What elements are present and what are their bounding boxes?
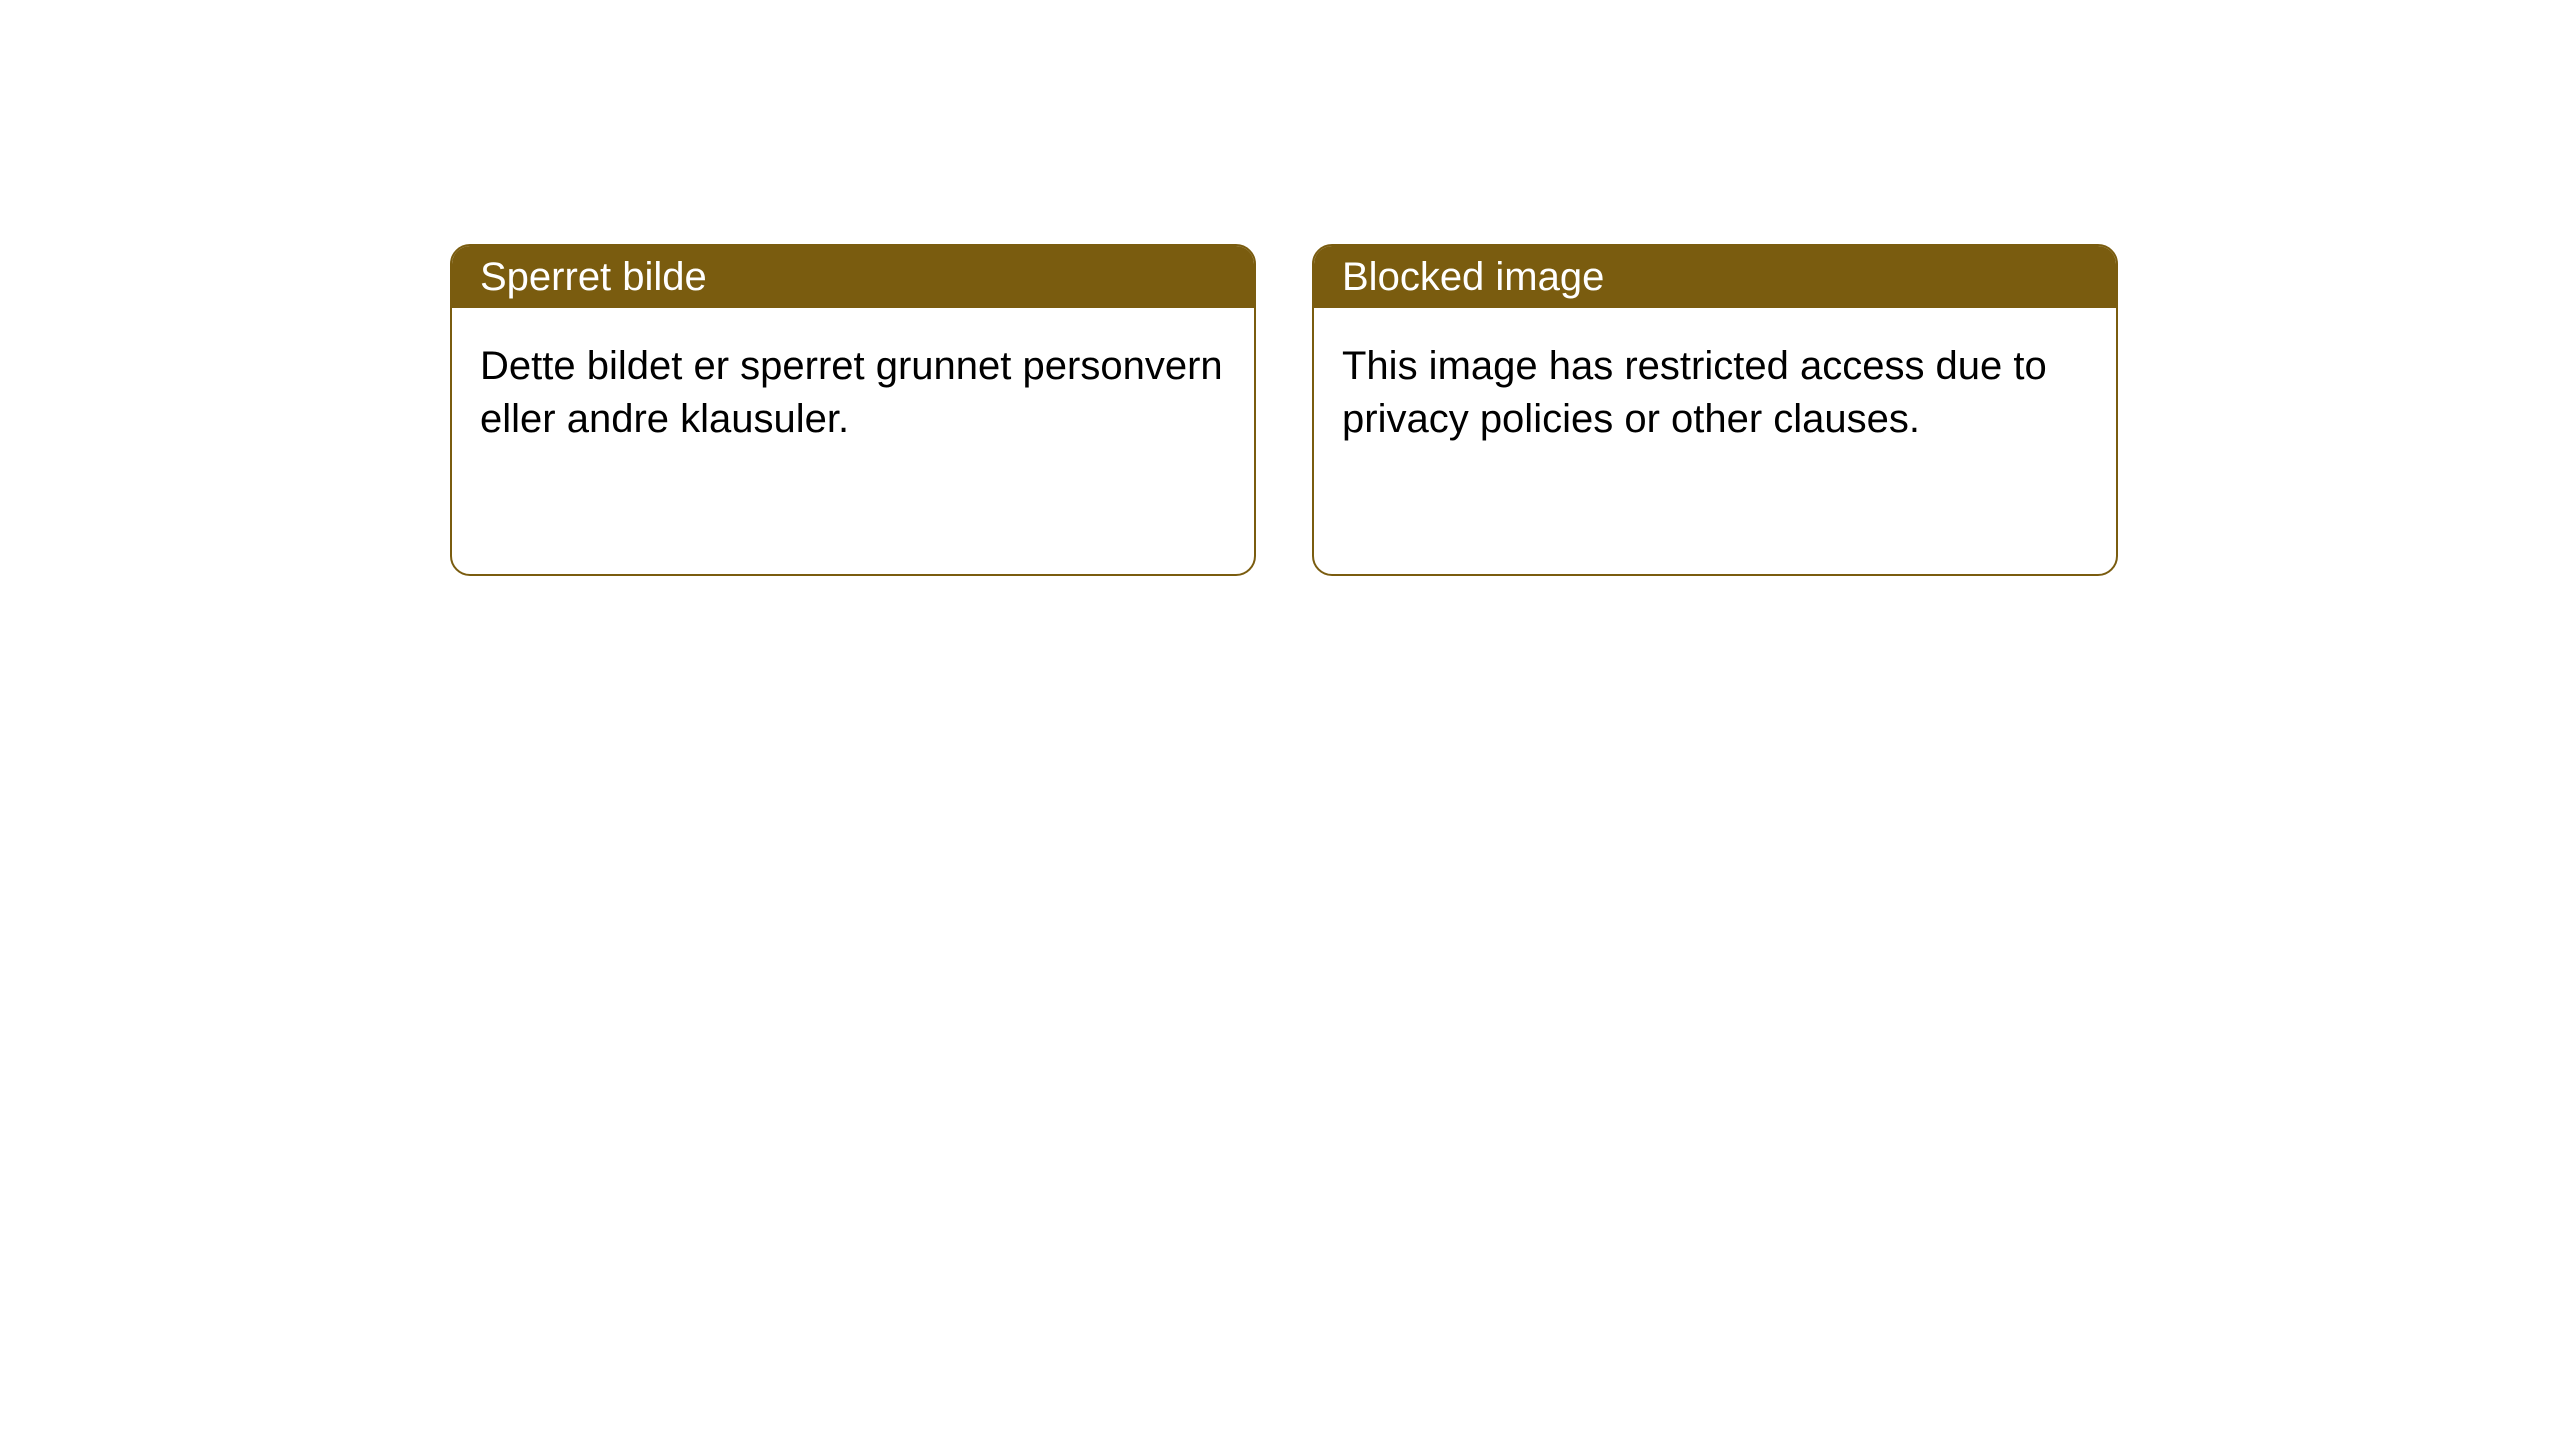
notice-header-norwegian: Sperret bilde [452, 246, 1254, 308]
notice-header-english: Blocked image [1314, 246, 2116, 308]
notice-container: Sperret bilde Dette bildet er sperret gr… [0, 0, 2560, 576]
notice-text-english: This image has restricted access due to … [1342, 344, 2047, 441]
notice-title-english: Blocked image [1342, 255, 1604, 300]
notice-card-english: Blocked image This image has restricted … [1312, 244, 2118, 576]
notice-text-norwegian: Dette bildet er sperret grunnet personve… [480, 344, 1223, 441]
notice-title-norwegian: Sperret bilde [480, 255, 707, 300]
notice-body-english: This image has restricted access due to … [1314, 308, 2116, 478]
notice-card-norwegian: Sperret bilde Dette bildet er sperret gr… [450, 244, 1256, 576]
notice-body-norwegian: Dette bildet er sperret grunnet personve… [452, 308, 1254, 478]
